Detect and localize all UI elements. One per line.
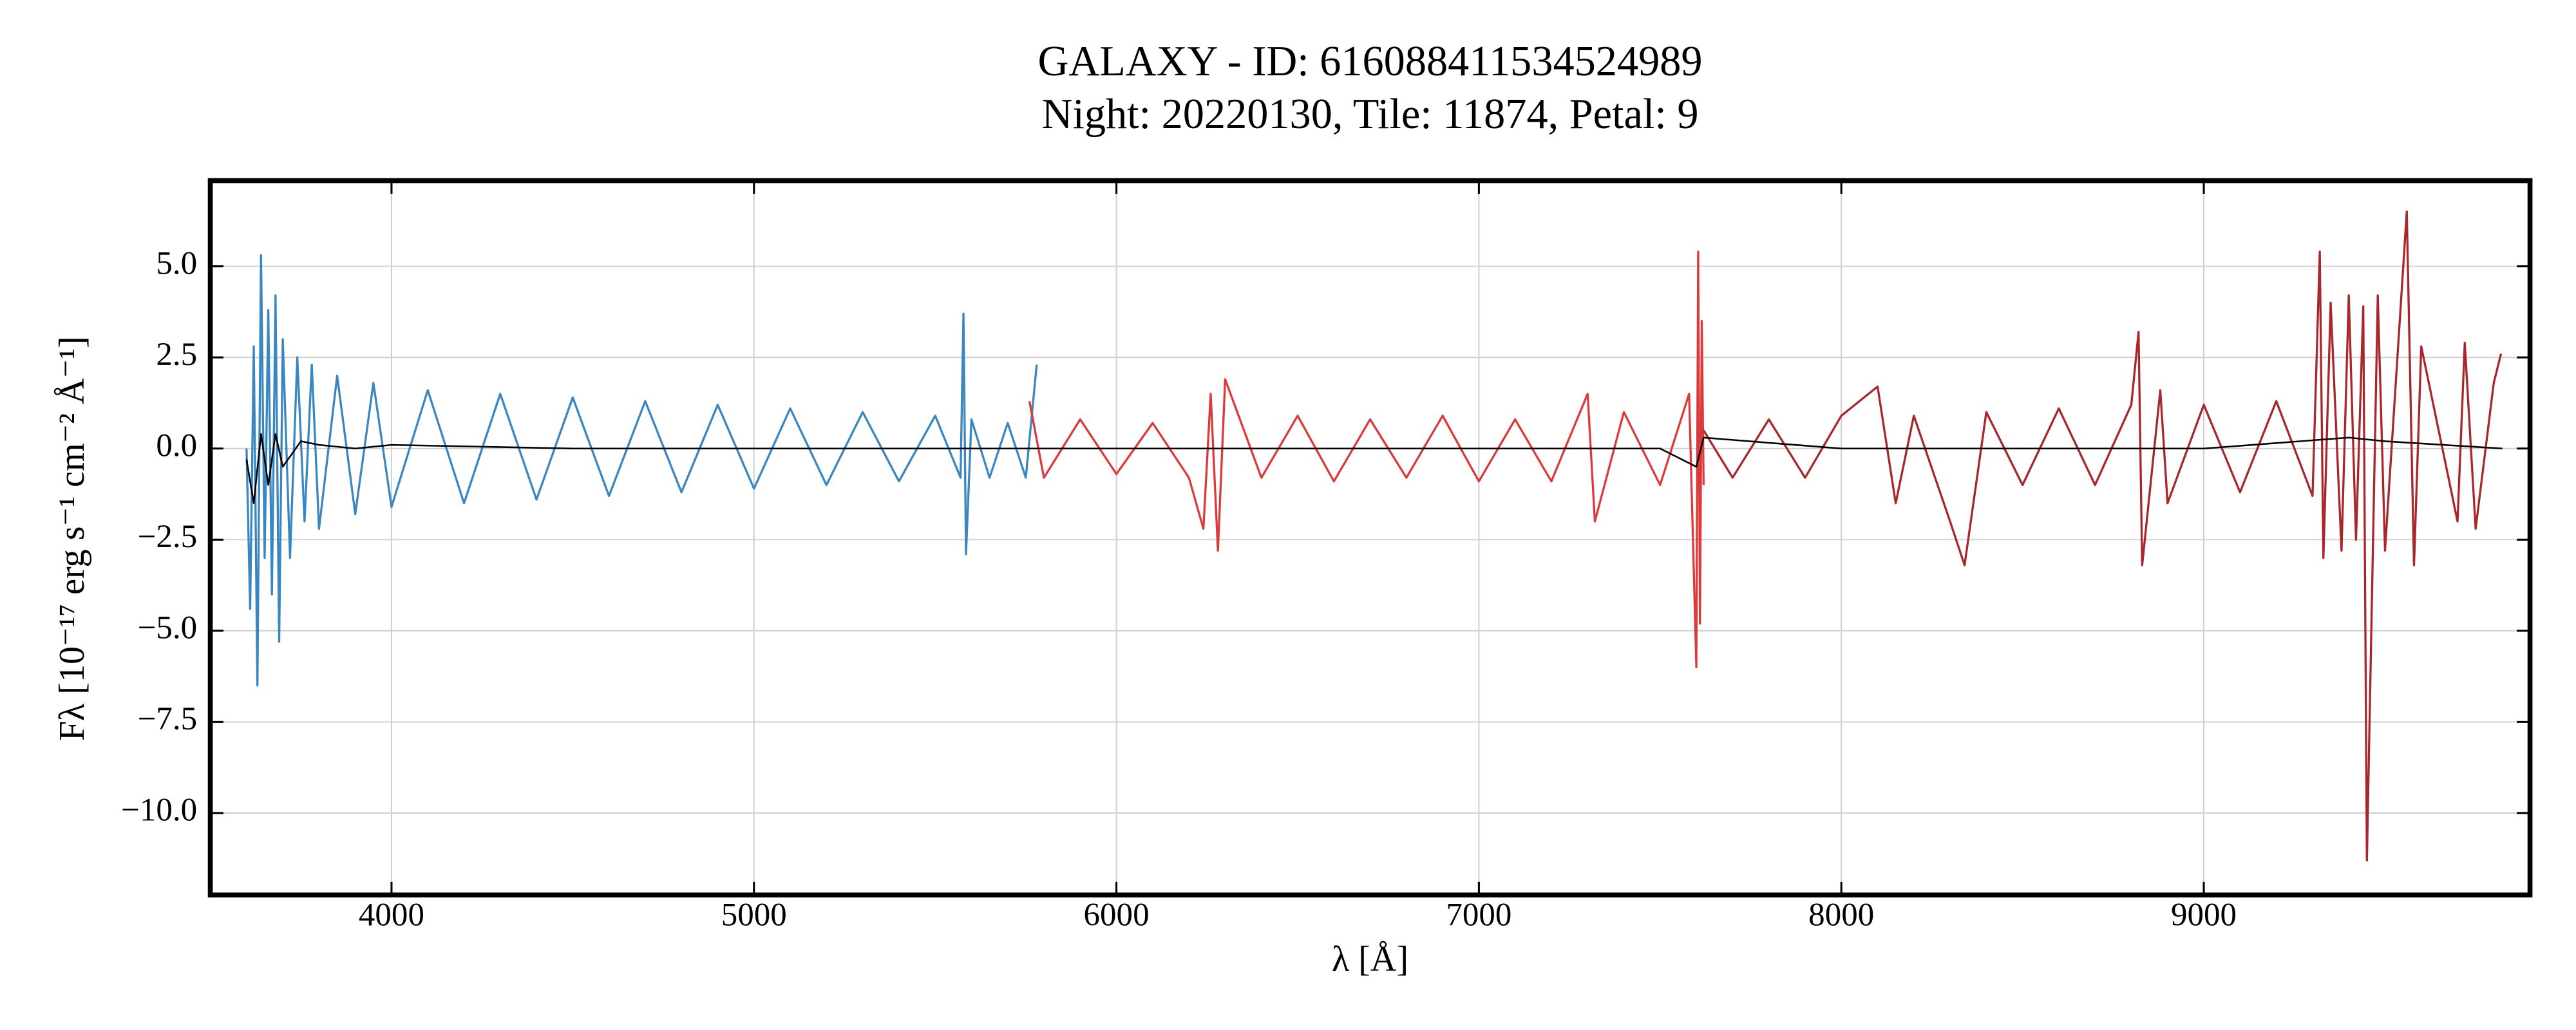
x-tick-label: 4000 bbox=[359, 897, 424, 933]
spectrum-line bbox=[1028, 250, 1705, 669]
x-tick-label: 7000 bbox=[1446, 897, 1511, 933]
x-tick-label: 9000 bbox=[2171, 897, 2237, 933]
spectrum-line bbox=[245, 433, 2503, 504]
y-axis-label: Fλ [10⁻¹⁷ erg s⁻¹ cm⁻² Å⁻¹] bbox=[52, 336, 92, 741]
y-tick-label: −7.5 bbox=[138, 701, 198, 737]
y-tick-label: 2.5 bbox=[156, 337, 197, 373]
y-tick-label: −2.5 bbox=[138, 519, 198, 555]
spectrum-line bbox=[1702, 211, 2503, 862]
x-axis-label: λ [Å] bbox=[1332, 939, 1408, 979]
x-tick-label: 6000 bbox=[1084, 897, 1150, 933]
y-tick-label: 5.0 bbox=[156, 245, 197, 281]
spectrum-line bbox=[245, 254, 1038, 687]
y-tick-label: −10.0 bbox=[121, 792, 197, 829]
chart-title: GALAXY - ID: 616088411534524989 bbox=[1038, 38, 1703, 85]
x-tick-label: 5000 bbox=[721, 897, 787, 933]
y-tick-label: 0.0 bbox=[156, 427, 197, 464]
chart-subtitle: Night: 20220130, Tile: 11874, Petal: 9 bbox=[1042, 91, 1699, 138]
plot-frame bbox=[207, 178, 2533, 898]
y-tick-label: −5.0 bbox=[138, 610, 198, 646]
x-tick-label: 8000 bbox=[1808, 897, 1874, 933]
